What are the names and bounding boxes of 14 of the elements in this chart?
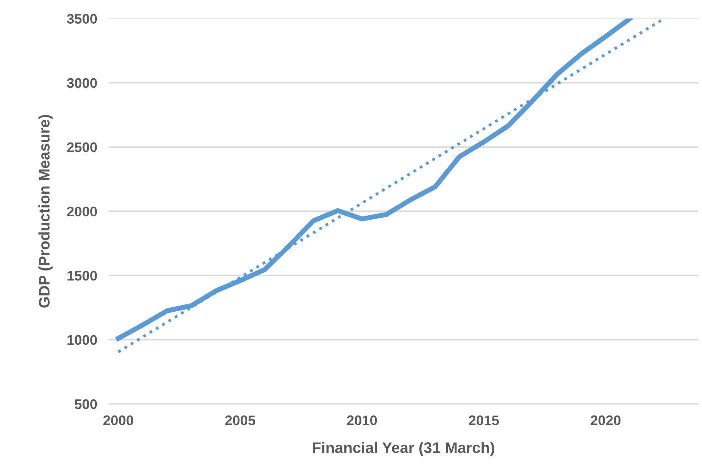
y-tick-label: 1000 xyxy=(68,335,98,346)
y-tick-label: 500 xyxy=(74,400,98,410)
y-tick-label: 2500 xyxy=(67,142,98,152)
x-tick-label: 2005 xyxy=(225,416,256,426)
y-tick-label: 2000 xyxy=(67,206,98,217)
y-tick-label: 1500 xyxy=(68,271,98,281)
y-tick-label: 3500 xyxy=(67,14,98,24)
x-tick-label: 2000 xyxy=(104,416,134,426)
x-tick-label: 2010 xyxy=(347,416,378,426)
x-tick-label: 2020 xyxy=(590,416,621,426)
y-tick-label: 3000 xyxy=(67,78,98,88)
x-axis-title: Financial Year (31 March) xyxy=(313,442,494,456)
y-axis-title: GDP (Production Measure) xyxy=(38,115,53,308)
x-tick-label: 2015 xyxy=(469,416,500,426)
